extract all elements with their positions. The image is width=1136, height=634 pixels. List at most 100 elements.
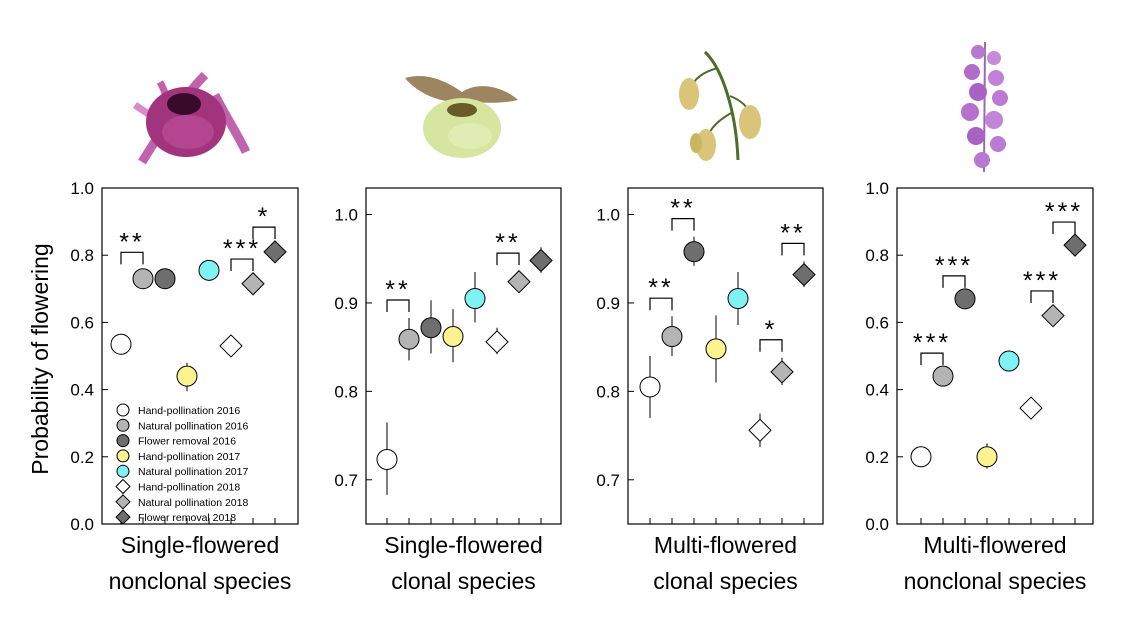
data-point-circle <box>420 317 442 339</box>
panel-title-line: clonal species <box>391 568 535 594</box>
significance-label: ** <box>119 228 144 256</box>
y-tick-label: 0.7 <box>334 471 358 490</box>
flower-illustration-green-orchid-icon <box>405 75 518 158</box>
data-point-diamond <box>219 334 243 358</box>
legend-label: Hand-pollination 2018 <box>138 482 240 494</box>
flower-illustration-yellow-orchid-icon <box>679 50 761 161</box>
significance-label: ** <box>385 276 410 304</box>
legend-label: Natural pollination 2018 <box>138 497 248 509</box>
y-tick-label: 0.0 <box>865 515 889 534</box>
legend-marker-diamond <box>115 478 131 495</box>
y-tick-label: 1.0 <box>596 206 620 225</box>
significance-bracket <box>496 252 520 266</box>
data-point-diamond <box>770 360 794 384</box>
significance-label: ** <box>780 219 805 247</box>
y-tick-label: 1.0 <box>70 179 94 198</box>
legend-label: Hand-pollination 2017 <box>138 451 240 463</box>
data-point-circle <box>110 333 132 355</box>
data-point-circle <box>639 376 661 398</box>
significance-label: ** <box>670 195 695 223</box>
y-tick-label: 0.0 <box>70 515 94 534</box>
y-tick-label: 0.8 <box>865 246 889 265</box>
significance-bracket <box>1052 221 1076 235</box>
significance-label: *** <box>913 329 951 357</box>
data-point-circle <box>198 259 220 281</box>
data-point-diamond <box>792 262 816 287</box>
y-tick-label: 0.9 <box>596 294 620 313</box>
significance-label: *** <box>223 235 261 263</box>
legend-marker-circle <box>116 434 130 448</box>
y-tick-label: 0.8 <box>334 382 358 401</box>
y-tick-label: 1.0 <box>865 179 889 198</box>
y-tick-label: 0.4 <box>865 381 889 400</box>
legend-marker-circle <box>116 449 130 463</box>
data-point-circle <box>176 365 198 387</box>
data-point-circle <box>464 288 486 310</box>
panel-title-line: nonclonal species <box>109 568 292 594</box>
data-point-circle <box>154 268 176 290</box>
significance-bracket <box>942 275 966 288</box>
data-point-circle <box>705 338 727 360</box>
panel-title-line: Multi-flowered <box>654 532 797 558</box>
significance-bracket <box>1030 290 1054 303</box>
plot-frame <box>365 187 562 525</box>
panel-multi-flowered-nonclonal: 0.0 0.2 0.4 0.6 0.8 1.0 *** *** *** *** Multi-flow… <box>865 179 1094 594</box>
legend-marker-circle <box>116 464 130 478</box>
data-point-circle <box>727 288 749 310</box>
data-point-circle <box>132 268 154 290</box>
significance-bracket <box>671 218 695 231</box>
significance-bracket <box>920 352 944 366</box>
significance-bracket <box>386 299 410 312</box>
significance-label: *** <box>1045 198 1083 226</box>
significance-label: *** <box>935 252 973 280</box>
y-tick-label: 0.6 <box>865 313 889 332</box>
legend-marker-circle <box>116 403 130 417</box>
y-axis-label: Probability of flowering <box>27 243 53 474</box>
significance-bracket <box>759 339 783 352</box>
significance-label: ** <box>648 274 673 302</box>
legend-label: Flower removal 2016 <box>138 436 236 448</box>
flower-illustration-purple-orchid-icon <box>961 41 1008 173</box>
data-point-diamond <box>485 330 509 354</box>
significance-label: *** <box>1023 267 1061 295</box>
data-point-diamond <box>507 270 531 294</box>
y-tick-label: 1.0 <box>334 206 358 225</box>
data-point-circle <box>398 328 420 350</box>
data-point-circle <box>976 446 998 468</box>
data-point-circle <box>954 288 976 310</box>
data-point-diamond <box>1019 396 1043 420</box>
significance-label: * <box>765 316 778 344</box>
data-point-diamond <box>241 272 265 296</box>
panel-multi-flowered-clonal: 0.70.80.91.0*******Multi-floweredclonal … <box>596 187 824 594</box>
significance-bracket <box>252 226 276 240</box>
legend-marker-diamond <box>115 494 131 510</box>
y-tick-label: 0.8 <box>70 246 94 265</box>
plot-frame <box>896 187 1094 525</box>
legend-label: Hand-pollination 2016 <box>138 405 240 417</box>
flower-illustration-pink-orchid-icon <box>132 71 251 165</box>
panel-single-flowered-clonal: 0.7 0.8 0.9 1.0 ** ** Single-flowered clonal sp… <box>334 187 562 594</box>
significance-bracket <box>120 251 144 265</box>
data-point-diamond <box>1063 233 1087 257</box>
significance-bracket <box>649 297 673 311</box>
data-point-circle <box>661 326 683 348</box>
panel-title-line: Single-flowered <box>121 532 280 558</box>
panel-title-line: Multi-flowered <box>923 532 1066 558</box>
significance-bracket <box>781 242 805 256</box>
y-tick-label: 0.8 <box>596 382 620 401</box>
panel-title-line: clonal species <box>653 568 797 594</box>
significance-bracket <box>230 258 254 272</box>
y-tick-label: 0.6 <box>70 313 94 332</box>
y-tick-label: 0.9 <box>334 294 358 313</box>
data-point-diamond <box>529 248 553 273</box>
legend-label: Flower removal 2018 <box>138 512 236 524</box>
data-point-diamond <box>1041 303 1065 328</box>
data-point-circle <box>910 446 932 468</box>
legend-label: Natural pollination 2016 <box>138 420 248 432</box>
panel-single-flowered-nonclonal: 0.00.20.40.60.81.0** ****Single-floweredn… <box>70 179 299 594</box>
plot-frame <box>627 187 824 525</box>
panel-title-line: Single-flowered <box>384 532 543 558</box>
legend-label: Natural pollination 2017 <box>138 466 248 478</box>
significance-label: ** <box>495 229 520 257</box>
data-point-diamond <box>263 240 287 264</box>
